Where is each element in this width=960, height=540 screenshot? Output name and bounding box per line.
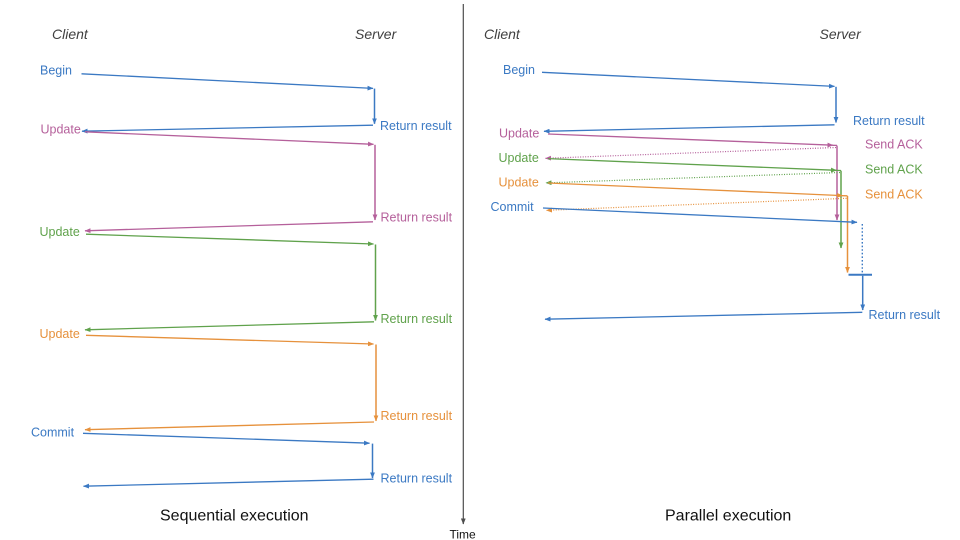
- svg-text:Commit: Commit: [491, 200, 535, 214]
- svg-text:Send ACK: Send ACK: [865, 137, 923, 151]
- svg-text:Update: Update: [40, 327, 80, 341]
- svg-text:Sequential execution: Sequential execution: [160, 508, 309, 525]
- svg-text:Send ACK: Send ACK: [865, 188, 923, 202]
- svg-text:Update: Update: [40, 225, 80, 239]
- svg-text:Send ACK: Send ACK: [865, 163, 923, 177]
- svg-text:Commit: Commit: [31, 426, 75, 440]
- svg-text:Return result: Return result: [853, 114, 925, 128]
- svg-text:Return result: Return result: [380, 119, 452, 133]
- svg-text:Parallel execution: Parallel execution: [665, 508, 791, 525]
- svg-text:Client: Client: [52, 26, 89, 42]
- svg-text:Update: Update: [499, 151, 539, 165]
- svg-text:Server: Server: [355, 26, 398, 42]
- svg-text:Update: Update: [499, 127, 539, 141]
- svg-text:Return result: Return result: [381, 409, 453, 423]
- svg-text:Update: Update: [499, 176, 539, 190]
- svg-text:Client: Client: [484, 26, 521, 42]
- svg-text:Return result: Return result: [869, 308, 941, 322]
- svg-text:Return result: Return result: [381, 211, 453, 225]
- svg-text:Time: Time: [450, 528, 477, 540]
- svg-text:Return result: Return result: [381, 472, 453, 486]
- svg-text:Begin: Begin: [503, 63, 535, 77]
- svg-text:Update: Update: [41, 122, 81, 136]
- svg-text:Begin: Begin: [40, 63, 72, 77]
- svg-text:Return result: Return result: [381, 312, 453, 326]
- svg-text:Server: Server: [820, 26, 863, 42]
